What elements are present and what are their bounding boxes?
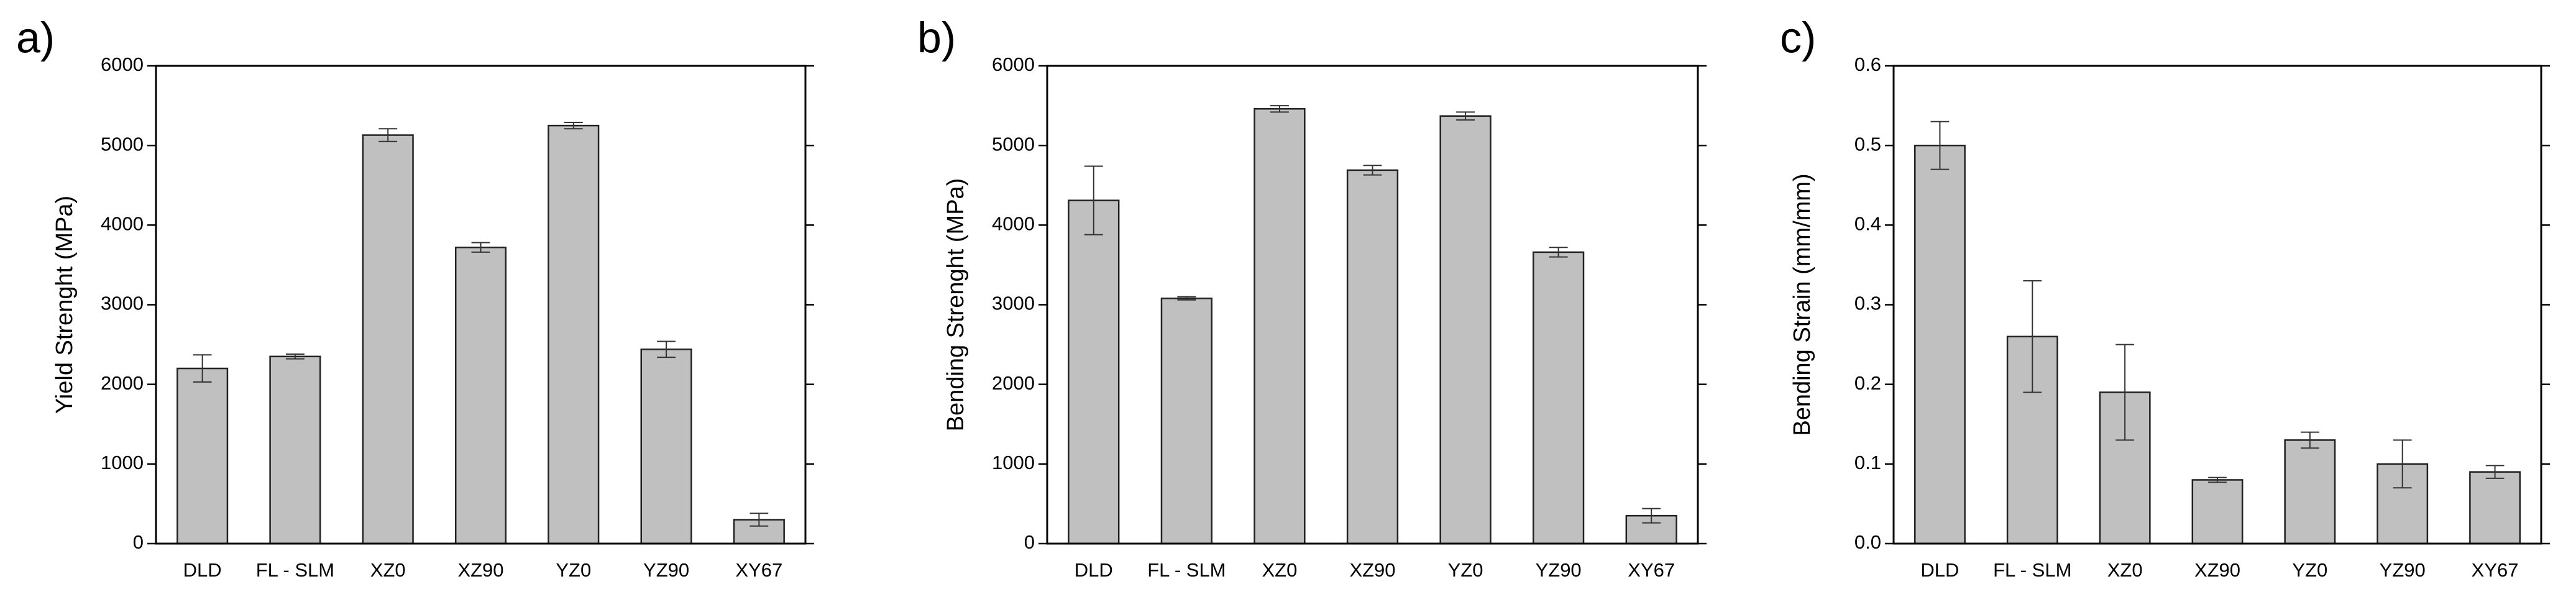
x-tick-label: YZ0 bbox=[1448, 559, 1483, 581]
x-tick-label: YZ90 bbox=[1536, 559, 1582, 581]
y-tick-label: 2000 bbox=[992, 372, 1035, 394]
y-tick-label: 0.2 bbox=[1854, 372, 1881, 394]
error-bar bbox=[2485, 465, 2505, 479]
x-tick-label: XY67 bbox=[1628, 559, 1675, 581]
error-bar bbox=[1363, 165, 1382, 176]
bar bbox=[1068, 199, 1120, 545]
x-tick-label: YZ90 bbox=[643, 559, 689, 581]
bar bbox=[1533, 251, 1585, 545]
y-tick-label: 1000 bbox=[101, 452, 144, 473]
bar bbox=[1914, 144, 1966, 545]
y-tick-label: 0.3 bbox=[1854, 293, 1881, 314]
error-bar bbox=[1177, 296, 1196, 301]
y-tick-label: 3000 bbox=[992, 293, 1035, 314]
x-tick-label: YZ0 bbox=[556, 559, 591, 581]
bar bbox=[1439, 115, 1492, 545]
bar bbox=[2191, 479, 2244, 545]
bar bbox=[1160, 297, 1212, 545]
y-tick-label: 0 bbox=[1024, 531, 1035, 553]
y-tick-label: 0.5 bbox=[1854, 133, 1881, 155]
x-tick-label: FL - SLM bbox=[1147, 559, 1226, 581]
y-tick-label: 5000 bbox=[101, 133, 144, 155]
panel-label: b) bbox=[917, 13, 956, 62]
y-tick-label: 3000 bbox=[101, 293, 144, 314]
error-bar bbox=[193, 354, 212, 383]
y-tick-label: 0.4 bbox=[1854, 213, 1881, 235]
x-tick-label: YZ0 bbox=[2292, 559, 2327, 581]
x-tick-label: XZ0 bbox=[2107, 559, 2143, 581]
panel-label: c) bbox=[1780, 13, 1816, 62]
error-bar bbox=[1930, 121, 1950, 170]
x-tick-label: XZ90 bbox=[457, 559, 503, 581]
x-tick-label: XY67 bbox=[735, 559, 782, 581]
x-tick-label: XZ0 bbox=[370, 559, 406, 581]
y-tick-label: 0 bbox=[133, 531, 144, 553]
y-tick-label: 4000 bbox=[101, 213, 144, 235]
plot-frame bbox=[1892, 65, 2542, 545]
x-tick-label: FL - SLM bbox=[256, 559, 334, 581]
panel: b) Bending Strenght (MPa) 0 1000 2000 3000 400… bbox=[917, 13, 1707, 581]
y-axis-title: Yield Strenght (MPa) bbox=[52, 196, 78, 414]
y-tick-label: 2000 bbox=[101, 372, 144, 394]
panel-label: a) bbox=[16, 13, 55, 62]
y-tick-label: 6000 bbox=[101, 53, 144, 75]
error-bar bbox=[749, 513, 769, 527]
bar bbox=[1346, 169, 1399, 545]
panel: a) Yield Strenght (MPa) 0 1000 2000 3000 4000 5… bbox=[16, 13, 814, 581]
x-tick-label: DLD bbox=[183, 559, 222, 581]
error-bar bbox=[2115, 344, 2135, 441]
error-bar bbox=[564, 121, 583, 130]
x-tick-label: XZ90 bbox=[1349, 559, 1395, 581]
x-tick-label: XZ0 bbox=[1262, 559, 1297, 581]
error-bar bbox=[1642, 508, 1661, 524]
error-bar bbox=[2208, 477, 2227, 483]
panel: c) Bending Strain (mm/mm) 0.0 0.1 0.2 0.3 0.4 0… bbox=[1780, 13, 2550, 581]
error-bar bbox=[1549, 247, 1568, 258]
plot-frame bbox=[1046, 65, 1699, 545]
plot-frame bbox=[155, 65, 807, 545]
x-tick-label: YZ90 bbox=[2380, 559, 2426, 581]
bar bbox=[176, 367, 229, 545]
x-tick-label: XY67 bbox=[2472, 559, 2519, 581]
y-axis-title: Bending Strain (mm/mm) bbox=[1789, 173, 1815, 436]
y-tick-label: 1000 bbox=[992, 452, 1035, 473]
bar bbox=[1254, 107, 1306, 545]
bar bbox=[2284, 439, 2336, 545]
x-tick-label: XZ90 bbox=[2194, 559, 2240, 581]
error-bar bbox=[657, 340, 676, 358]
error-bar bbox=[1270, 105, 1289, 113]
error-bar bbox=[471, 242, 490, 253]
error-bar bbox=[378, 128, 398, 142]
y-axis-title: Bending Strenght (MPa) bbox=[943, 178, 969, 432]
y-tick-label: 0.0 bbox=[1854, 531, 1881, 553]
bar bbox=[362, 134, 414, 545]
error-bar bbox=[1456, 111, 1475, 121]
x-tick-label: DLD bbox=[1075, 559, 1113, 581]
error-bar bbox=[2023, 280, 2042, 393]
bar bbox=[454, 246, 507, 545]
y-tick-label: 6000 bbox=[992, 53, 1035, 75]
error-bar bbox=[1084, 165, 1103, 235]
y-tick-label: 5000 bbox=[992, 133, 1035, 155]
bar bbox=[269, 355, 321, 545]
bar bbox=[548, 124, 600, 545]
bar bbox=[2469, 471, 2521, 545]
x-tick-label: FL - SLM bbox=[1993, 559, 2071, 581]
y-tick-label: 0.6 bbox=[1854, 53, 1881, 75]
y-tick-label: 4000 bbox=[992, 213, 1035, 235]
error-bar bbox=[2393, 439, 2412, 489]
error-bar bbox=[2300, 431, 2319, 449]
bar bbox=[640, 349, 692, 545]
x-tick-label: DLD bbox=[1920, 559, 1959, 581]
error-bar bbox=[286, 353, 305, 360]
y-tick-label: 0.1 bbox=[1854, 452, 1881, 473]
